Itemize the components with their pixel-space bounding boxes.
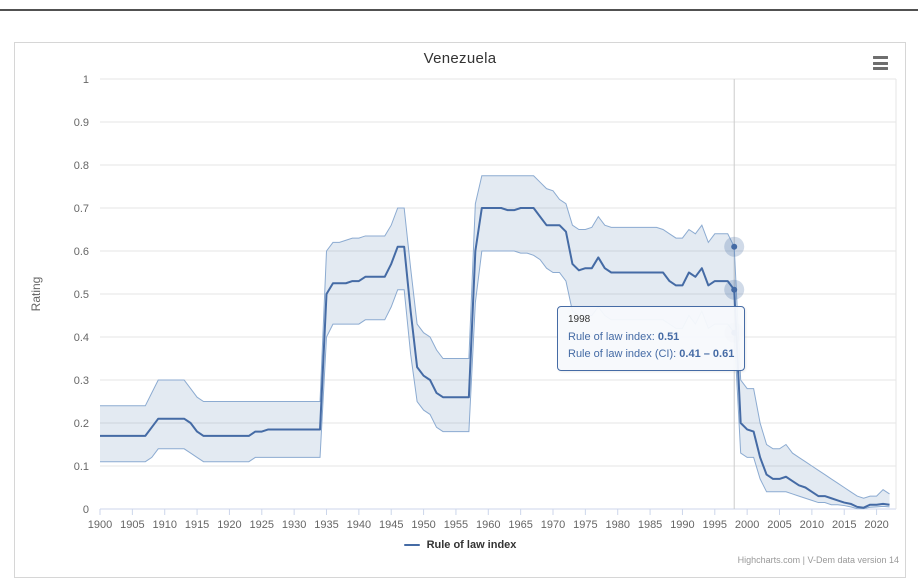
x-axis-tick-label: 1925 xyxy=(250,519,274,531)
x-axis-tick-label: 1940 xyxy=(347,519,371,531)
x-axis-tick-label: 1950 xyxy=(411,519,435,531)
x-axis-tick-label: 2020 xyxy=(864,519,888,531)
hamburger-icon xyxy=(873,56,889,70)
y-axis-tick-label: 0.8 xyxy=(74,160,89,172)
y-axis-tick-label: 0.6 xyxy=(74,246,89,258)
x-axis-tick-label: 1985 xyxy=(638,519,662,531)
legend: Rule of law index xyxy=(15,539,905,551)
page-top-divider xyxy=(0,9,918,11)
ci-band xyxy=(100,175,890,509)
x-axis-tick-label: 1920 xyxy=(217,519,241,531)
legend-label: Rule of law index xyxy=(426,539,517,551)
y-axis-tick-label: 0.5 xyxy=(74,289,89,301)
y-axis-tick-label: 0.3 xyxy=(74,375,89,387)
rule-of-law-index-line xyxy=(100,207,890,509)
chart-container: Venezuela Rating 0 0.1 0.2 0.3 0.4 0.5 0.6 0.7 0… xyxy=(14,42,906,578)
y-axis-tick-label: 0.2 xyxy=(74,418,89,430)
x-axis-tick-label: 1905 xyxy=(120,519,144,531)
y-axis-tick-label: 0.9 xyxy=(74,117,89,129)
hover-marker xyxy=(731,286,738,293)
credits-link[interactable]: Highcharts.com | V-Dem data version 14 xyxy=(737,555,899,565)
x-axis-tick-label: 2000 xyxy=(735,519,759,531)
x-axis-tick-label: 1945 xyxy=(379,519,403,531)
x-axis-tick-label: 1915 xyxy=(185,519,209,531)
x-axis-tick-label: 1935 xyxy=(314,519,338,531)
x-axis-tick-label: 2005 xyxy=(767,519,791,531)
hover-marker xyxy=(731,243,738,250)
y-axis-tick-label: 0.4 xyxy=(74,332,89,344)
legend-item-rule-of-law[interactable]: Rule of law index xyxy=(403,539,517,551)
y-axis-tick-label: 0.1 xyxy=(74,461,89,473)
y-axis-tick-label: 0.7 xyxy=(74,203,89,215)
x-axis-tick-label: 1980 xyxy=(605,519,629,531)
y-axis-tick-label: 0 xyxy=(83,504,89,516)
ci-band-lower-edge xyxy=(100,250,890,510)
x-axis-tick-label: 1910 xyxy=(152,519,176,531)
chart-title: Venezuela xyxy=(423,50,497,67)
x-axis-tick-label: 1930 xyxy=(282,519,306,531)
x-axis-tick-label: 2010 xyxy=(800,519,824,531)
x-axis-tick-label: 1995 xyxy=(703,519,727,531)
x-axis-tick-label: 1970 xyxy=(541,519,565,531)
ci-band-upper-edge xyxy=(100,175,890,499)
x-axis-tick-label: 1965 xyxy=(508,519,532,531)
x-axis-tick-label: 1990 xyxy=(670,519,694,531)
x-axis-tick-label: 1900 xyxy=(88,519,112,531)
x-axis-tick-label: 2015 xyxy=(832,519,856,531)
y-axis-tick-label: 1 xyxy=(83,74,89,86)
x-axis-tick-label: 1955 xyxy=(444,519,468,531)
hover-marker xyxy=(731,329,738,336)
chart-context-menu-button[interactable] xyxy=(869,53,893,73)
x-axis-tick-label: 1975 xyxy=(573,519,597,531)
x-axis-tick-label: 1960 xyxy=(476,519,500,531)
legend-line-marker-icon xyxy=(403,544,420,546)
plot-area[interactable]: 0 0.1 0.2 0.3 0.4 0.5 0.6 0.7 0.8 0.9 1 1900 1905 191… xyxy=(15,43,907,579)
